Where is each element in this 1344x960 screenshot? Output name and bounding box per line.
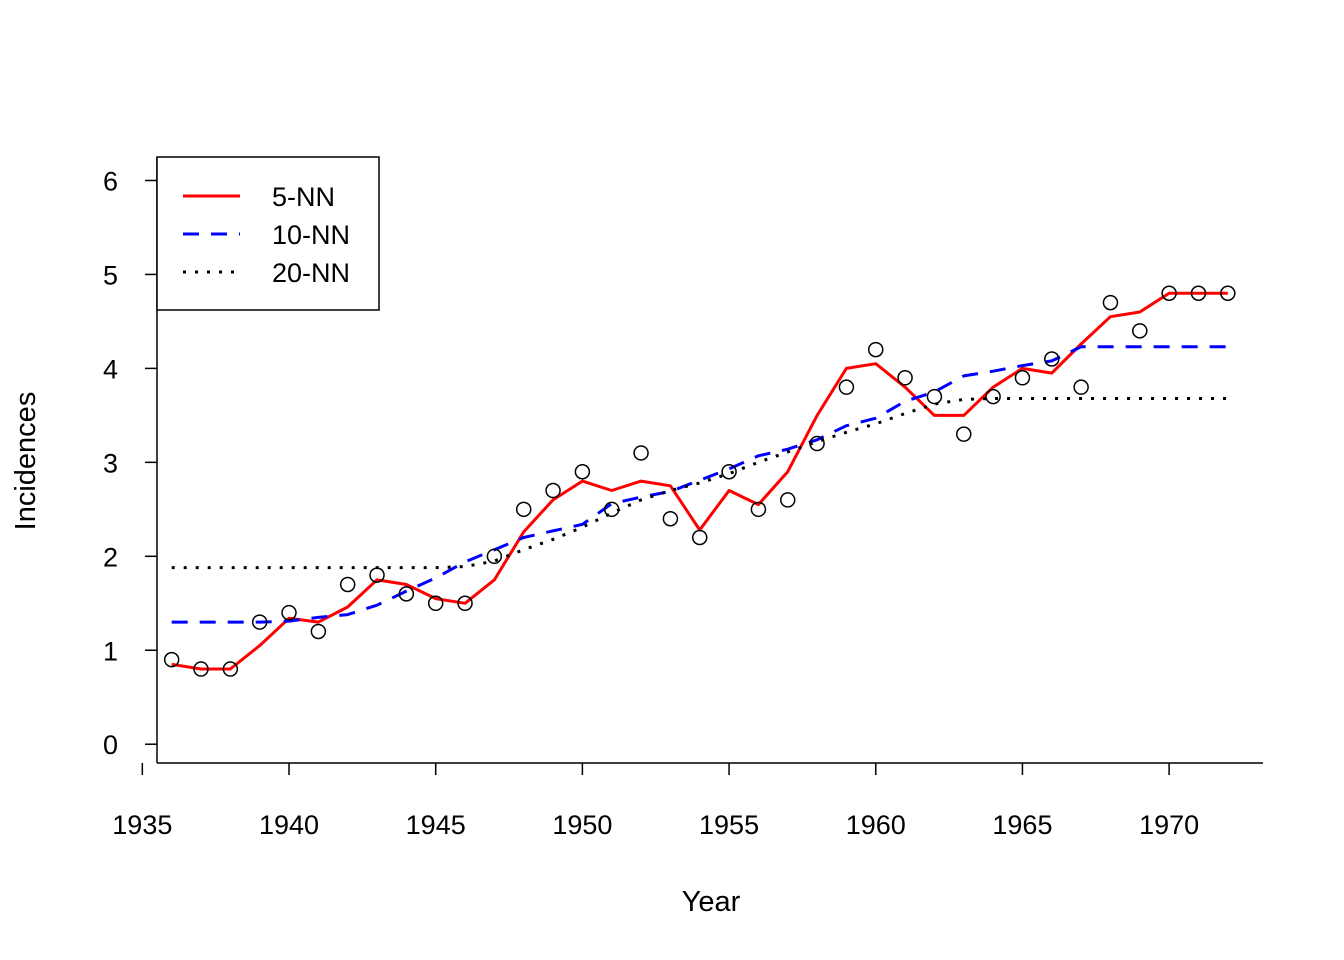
data-point [603, 501, 620, 518]
series-line-10-nn [171, 345, 1228, 624]
x-tick-label: 1945 [406, 810, 466, 840]
x-tick-label: 1935 [112, 810, 172, 840]
data-point [838, 379, 855, 395]
data-point [721, 463, 737, 480]
axes: 1935 1940 1945 1950 1955 1960 1965 1970 0 1 2 3 4 5 6 [103, 157, 1263, 840]
y-tick-label: 2 [103, 542, 118, 572]
data-point [457, 595, 473, 612]
data-point [515, 501, 532, 518]
data-point [574, 463, 591, 480]
legend-label: 5-NN [272, 182, 335, 212]
data-point [1073, 379, 1089, 395]
data-point [633, 445, 649, 461]
data-point [750, 501, 767, 518]
data-point [339, 576, 356, 593]
y-tick-label: 4 [103, 354, 118, 384]
data-point [1102, 294, 1119, 311]
data-point [779, 492, 796, 508]
data-point [956, 426, 972, 442]
data-point [809, 435, 825, 452]
data-point [545, 482, 561, 499]
x-tick-label: 1960 [846, 810, 906, 840]
legend-label: 10-NN [272, 220, 350, 250]
series-line-20-nn [171, 397, 1228, 570]
x-axis-title: Year [682, 886, 741, 918]
y-tick-label: 6 [103, 166, 118, 196]
data-point [163, 651, 180, 668]
points-layer [163, 285, 1236, 677]
legend: 5-NN 10-NN 20-NN [156, 156, 380, 311]
series-layer [171, 291, 1228, 671]
data-point [427, 595, 444, 612]
x-tick-label: 1965 [992, 810, 1052, 840]
data-point [868, 341, 884, 358]
data-point [662, 510, 679, 527]
legend-label: 20-NN [272, 258, 350, 288]
data-point [193, 661, 209, 677]
y-tick-label: 0 [103, 730, 118, 760]
data-point [281, 604, 297, 621]
data-point [1044, 351, 1060, 367]
y-axis-title: Incidences [10, 392, 42, 531]
series-line-5-nn [171, 291, 1228, 671]
data-point [369, 567, 385, 583]
data-point [1161, 285, 1177, 301]
data-point [691, 529, 708, 546]
data-point [1220, 285, 1236, 301]
data-point [486, 548, 503, 565]
y-tick-label: 5 [103, 260, 118, 290]
y-tick-label: 3 [103, 448, 118, 478]
data-point [1132, 323, 1148, 339]
x-tick-label: 1950 [552, 810, 612, 840]
x-tick-label: 1940 [259, 810, 319, 840]
y-tick-label: 1 [103, 636, 118, 666]
data-point [897, 370, 913, 386]
data-point [398, 586, 415, 602]
data-point [1190, 285, 1207, 301]
data-point [985, 388, 1001, 405]
data-point [310, 623, 327, 640]
data-point [1014, 370, 1031, 386]
data-point [222, 661, 239, 677]
data-point [251, 614, 268, 630]
data-point [926, 388, 943, 405]
x-tick-label: 1955 [699, 810, 759, 840]
x-tick-label: 1970 [1139, 810, 1199, 840]
